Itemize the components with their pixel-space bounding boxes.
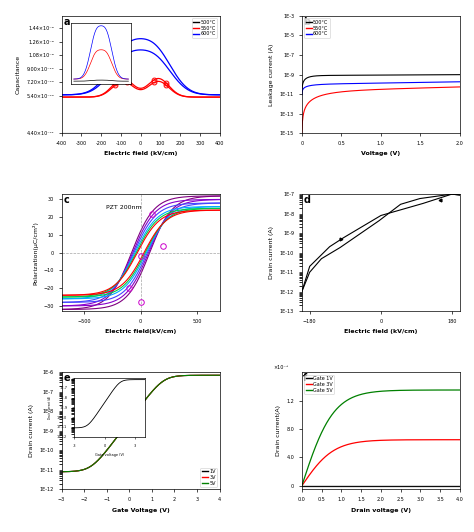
- Text: PZT 200nm: PZT 200nm: [106, 205, 141, 210]
- X-axis label: Drain voltage (V): Drain voltage (V): [351, 508, 411, 513]
- Legend: 1V, 3V, 5V: 1V, 3V, 5V: [201, 468, 217, 487]
- Text: a: a: [63, 17, 70, 27]
- Y-axis label: Drain current (A): Drain current (A): [269, 226, 274, 279]
- Text: f: f: [303, 373, 308, 384]
- Y-axis label: Polarization(μC/cm²): Polarization(μC/cm²): [32, 221, 38, 285]
- Y-axis label: Drain current(A): Drain current(A): [276, 405, 281, 456]
- Legend: Gate 1V, Gate 3V, Gate 5V: Gate 1V, Gate 3V, Gate 5V: [304, 375, 334, 394]
- Text: d: d: [303, 195, 310, 205]
- X-axis label: Voltage (V): Voltage (V): [361, 151, 401, 156]
- X-axis label: Electric field(kV/cm): Electric field(kV/cm): [105, 329, 176, 335]
- Legend: 500°C, 550°C, 600°C: 500°C, 550°C, 600°C: [191, 19, 217, 38]
- Y-axis label: Drain current (A): Drain current (A): [29, 404, 34, 458]
- Text: e: e: [63, 373, 70, 384]
- Y-axis label: Leakage current (A): Leakage current (A): [269, 44, 274, 106]
- Text: c: c: [63, 195, 69, 205]
- Legend: 500°C, 550°C, 600°C: 500°C, 550°C, 600°C: [304, 19, 330, 38]
- Text: b: b: [303, 17, 310, 27]
- Text: ×10⁻⁵: ×10⁻⁵: [273, 365, 288, 370]
- X-axis label: Electric field (kV/cm): Electric field (kV/cm): [344, 329, 418, 335]
- Y-axis label: Capacitance: Capacitance: [16, 55, 21, 94]
- X-axis label: Gate Voltage (V): Gate Voltage (V): [112, 508, 170, 513]
- X-axis label: Electric field (kV/cm): Electric field (kV/cm): [104, 151, 177, 156]
